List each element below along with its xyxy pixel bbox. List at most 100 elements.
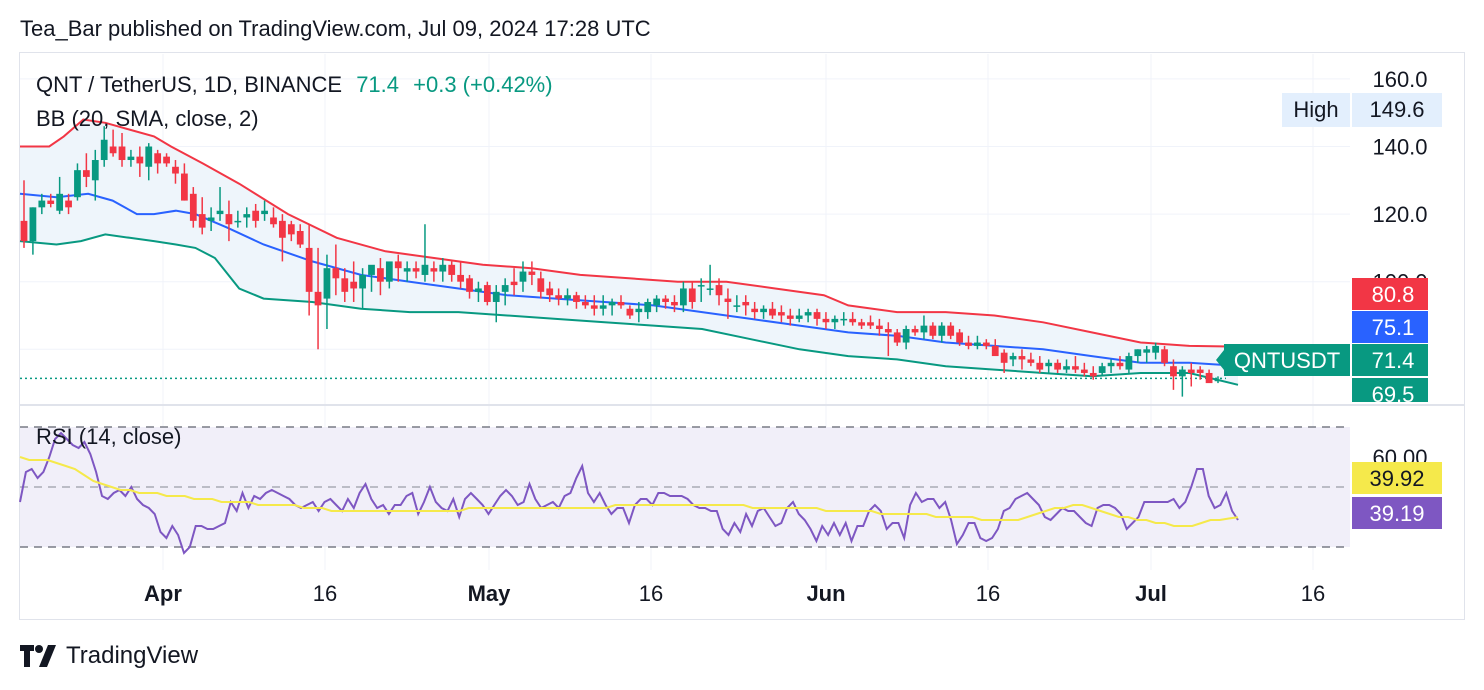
candle [234, 210, 242, 228]
candle-body [644, 301, 652, 313]
candle-body [1089, 372, 1097, 377]
candle-body [608, 301, 616, 306]
candle-body [706, 288, 714, 290]
candle [679, 281, 687, 313]
candle-body [938, 325, 946, 336]
candle [350, 261, 358, 302]
candle-body [1098, 366, 1106, 373]
candle [751, 301, 759, 319]
candle [207, 207, 215, 231]
candle [127, 149, 135, 167]
y-tick-label: 120.0 [1372, 202, 1427, 227]
candle-body [956, 332, 963, 343]
candle-body [1134, 349, 1142, 357]
candle-body [225, 214, 233, 225]
candle [305, 224, 313, 316]
candle-body [1063, 366, 1070, 370]
candle [1125, 352, 1133, 373]
candle [902, 325, 910, 350]
candle-body [831, 318, 839, 323]
candle-body [243, 214, 251, 218]
candle [1178, 366, 1186, 397]
candle-body [1054, 362, 1061, 370]
candle [163, 153, 170, 167]
candle [778, 305, 785, 323]
candle-body [1072, 366, 1079, 370]
candle [466, 274, 473, 299]
candle-body [350, 281, 358, 289]
candle-body [849, 318, 857, 323]
candle-body [867, 322, 874, 326]
rsi-value-box [1352, 462, 1442, 494]
candle-body [47, 200, 55, 204]
candle-body [127, 156, 135, 161]
candle-body [332, 268, 340, 279]
candle [225, 200, 233, 242]
candle [287, 220, 295, 242]
candle-body [163, 156, 170, 164]
candle-body [697, 285, 705, 287]
candle [662, 295, 669, 309]
footer: TradingView [20, 640, 198, 672]
candle-body [965, 342, 972, 346]
candle-body [172, 166, 179, 174]
candle-body [733, 305, 741, 307]
candle [1045, 359, 1053, 373]
candle [947, 322, 955, 340]
candle-body [483, 285, 491, 302]
candle [154, 149, 162, 174]
candle-body [501, 285, 509, 292]
candle-body [626, 308, 634, 316]
candle-body [893, 332, 901, 343]
candle-body [20, 220, 28, 242]
candle [590, 295, 598, 316]
candle [47, 193, 55, 208]
candle [252, 203, 260, 228]
candle-body [305, 247, 313, 292]
high-marker: High 149.6 [1282, 93, 1442, 127]
candle-body [537, 278, 545, 292]
candle [599, 295, 607, 316]
candle-body [653, 298, 661, 306]
candle [991, 339, 999, 357]
candle [261, 200, 268, 221]
candle [1009, 352, 1017, 367]
symbol-tag-pointer [1216, 350, 1224, 370]
candle-body [510, 281, 518, 286]
candle-body [189, 193, 197, 221]
chart-frame [19, 52, 1465, 620]
candle [849, 312, 857, 326]
candle-body [91, 160, 99, 181]
candle [439, 258, 447, 282]
candle-body [688, 288, 696, 302]
published-line: Tea_Bar published on TradingView.com, Ju… [20, 16, 651, 41]
candle [1205, 369, 1213, 384]
candle [760, 305, 767, 319]
candle [528, 261, 536, 286]
candle-body [359, 274, 366, 289]
candle-body [296, 231, 304, 245]
candle [965, 335, 972, 350]
candle-body [341, 278, 349, 292]
candle-body [38, 200, 46, 208]
candle-body [590, 305, 598, 309]
candle-body [974, 342, 981, 346]
candle-body [368, 264, 375, 275]
candle [56, 176, 64, 215]
candle [867, 315, 874, 330]
candle-body [394, 261, 402, 269]
candle [430, 261, 438, 282]
candle [172, 160, 179, 184]
candle [1018, 349, 1026, 370]
bb-fill [20, 119, 1238, 385]
candle-body [546, 288, 554, 296]
candle [38, 193, 46, 215]
candle [1134, 349, 1142, 363]
candle [189, 187, 197, 228]
candle [109, 129, 117, 157]
candle [377, 258, 384, 296]
candle-body [1027, 359, 1035, 363]
x-tick-label: Jun [806, 581, 845, 606]
candle-body [145, 146, 153, 167]
candle [715, 278, 723, 306]
